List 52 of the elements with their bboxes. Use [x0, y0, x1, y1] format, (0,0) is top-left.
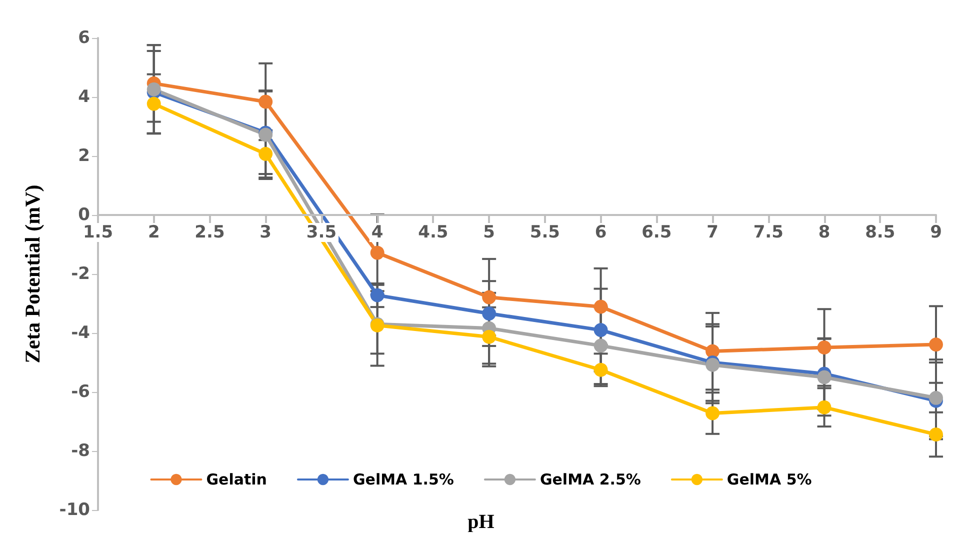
- point: [258, 146, 273, 161]
- x-tick-label: 8.5: [865, 222, 896, 242]
- legend-label: Gelatin: [206, 470, 267, 488]
- point: [929, 338, 943, 352]
- y-tick-label: -6: [71, 382, 90, 402]
- y-tick-label: 2: [78, 146, 90, 166]
- x-tick-label: 7: [706, 222, 718, 242]
- x-tick-label: 6.5: [642, 222, 672, 242]
- point: [594, 323, 608, 338]
- x-tick-label: 3.5: [306, 222, 337, 242]
- x-tick-label: 4.5: [418, 222, 448, 242]
- x-tick-label: 4: [371, 222, 384, 242]
- point: [817, 400, 832, 414]
- point: [146, 82, 161, 96]
- point: [594, 362, 608, 377]
- x-tick-label: 1.5: [82, 222, 114, 242]
- legend-label: GelMA 2.5%: [540, 470, 641, 488]
- x-tick-label: 2.5: [194, 222, 225, 242]
- point: [258, 94, 273, 109]
- y-tick-label: 6: [78, 28, 90, 48]
- point: [817, 370, 832, 384]
- point: [482, 290, 496, 304]
- y-tick-label: 0: [78, 205, 90, 225]
- point: [370, 288, 384, 302]
- point: [594, 300, 608, 314]
- point: [706, 406, 720, 420]
- point: [929, 390, 943, 405]
- point: [706, 358, 720, 372]
- x-axis-title: pH: [468, 511, 495, 533]
- x-tick-label: 5: [483, 222, 495, 242]
- x-tick-label: 8: [818, 222, 830, 242]
- x-tick-label: 3: [260, 222, 272, 242]
- y-tick-label: -10: [59, 500, 90, 520]
- legend-label: GelMA 5%: [726, 470, 812, 488]
- x-tick-label: 9: [930, 222, 942, 242]
- point: [370, 246, 384, 260]
- x-tick-label: 6: [594, 222, 607, 242]
- y-tick-label: 4: [78, 87, 90, 107]
- y-tick-label: -8: [71, 441, 90, 461]
- point: [817, 340, 832, 354]
- y-tick-label: -4: [71, 323, 90, 343]
- legend-label: GelMA 1.5%: [352, 470, 454, 488]
- x-tick-label: 7.5: [753, 222, 784, 242]
- x-tick-label: 2: [148, 222, 160, 242]
- point: [594, 338, 608, 353]
- point: [482, 330, 496, 344]
- y-tick-label: -2: [71, 264, 90, 284]
- point: [929, 427, 943, 442]
- point: [146, 96, 161, 111]
- point: [482, 306, 496, 321]
- y-axis-title: Zeta Potential (mV): [20, 184, 44, 364]
- x-tick-label: 5.5: [530, 222, 560, 242]
